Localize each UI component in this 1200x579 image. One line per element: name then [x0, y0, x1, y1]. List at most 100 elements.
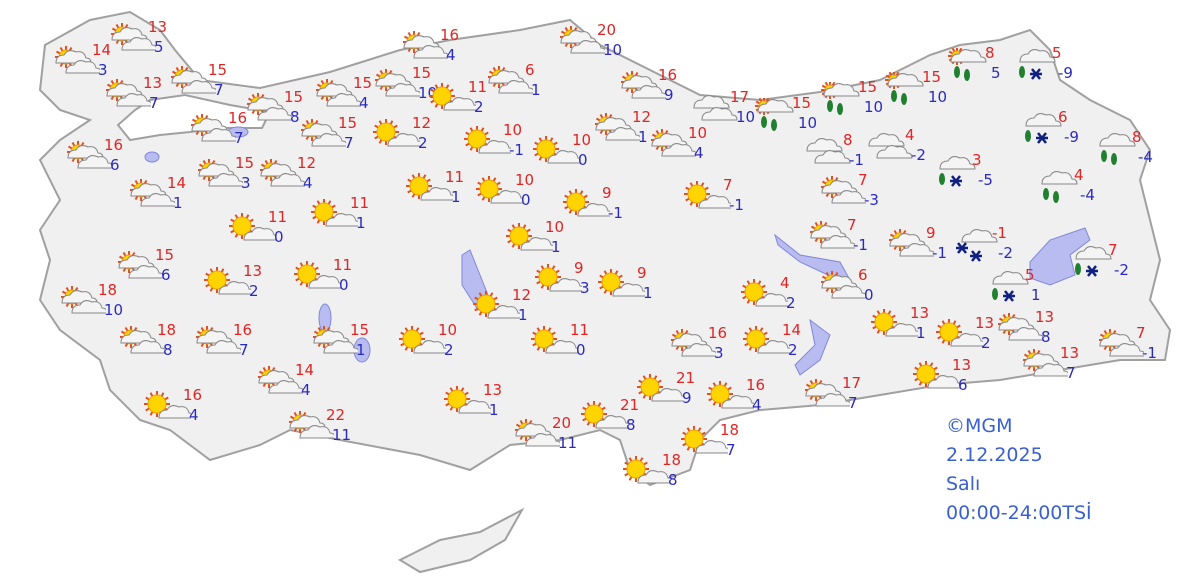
min-temp: 7 [214, 81, 224, 99]
min-temp: -4 [1138, 148, 1153, 166]
cloudy-icon [806, 138, 851, 164]
sunny-icon [743, 326, 790, 354]
station-marker: 18 7 [680, 421, 750, 469]
lake-van [1029, 227, 1091, 286]
partly-cloudy-icon [289, 411, 334, 439]
max-temp: 4 [1074, 166, 1084, 184]
max-temp: 15 [284, 88, 304, 106]
min-temp: 4 [301, 381, 311, 399]
max-temp: 16 [746, 376, 766, 394]
max-temp: 8 [985, 44, 995, 62]
max-temp: 10 [515, 171, 535, 189]
station-marker: 4 -4 [1034, 166, 1104, 214]
min-temp: 11 [332, 426, 352, 444]
rain-snow-icon [939, 156, 976, 187]
partly-cloudy-icon [196, 326, 241, 354]
rain-snow-icon [1019, 49, 1056, 80]
max-temp: 16 [658, 66, 678, 84]
min-temp: -1 [853, 236, 868, 254]
partly-cloudy-icon [55, 46, 100, 74]
sunny-icon [533, 136, 580, 164]
min-temp: 10 [104, 301, 124, 319]
station-marker: 13 7 [1020, 344, 1090, 392]
rain-icon [755, 98, 794, 131]
sunny-icon [144, 391, 191, 419]
weekday: Salı [946, 473, 981, 495]
max-temp: 14 [167, 174, 187, 192]
station-marker: 4 2 [740, 274, 810, 322]
min-temp: 1 [173, 194, 183, 212]
max-temp: 12 [297, 154, 317, 172]
max-temp: 13 [148, 18, 168, 36]
max-temp: 10 [572, 131, 592, 149]
sunny-icon [684, 181, 731, 209]
min-temp: 4 [189, 406, 199, 424]
lake-ulubat [144, 151, 160, 163]
station-marker: 4 -2 [865, 126, 935, 174]
max-temp: 14 [295, 361, 315, 379]
station-marker: 18 10 [58, 281, 128, 329]
partly-cloudy-icon [805, 379, 850, 407]
max-temp: 15 [922, 68, 942, 86]
station-marker: 15 1 [310, 321, 380, 369]
max-temp: 18 [157, 321, 177, 339]
min-temp: 0 [339, 276, 349, 294]
station-marker: 10 0 [475, 171, 545, 219]
station-marker: 8 -4 [1092, 128, 1162, 176]
min-temp: 4 [752, 396, 762, 414]
max-temp: 11 [468, 78, 488, 96]
max-temp: 10 [688, 124, 708, 142]
sunny-icon [506, 223, 553, 251]
min-temp: 11 [558, 434, 578, 452]
max-temp: 18 [662, 451, 682, 469]
sunny-icon [637, 374, 684, 402]
max-temp: 16 [233, 321, 253, 339]
sunny-icon [563, 189, 610, 217]
sunny-icon [936, 319, 983, 347]
min-temp: -9 [1064, 128, 1079, 146]
rain-icon [885, 72, 924, 105]
station-marker: 15 7 [168, 61, 238, 109]
station-marker: 7 -1 [1096, 324, 1166, 372]
min-temp: 10 [928, 88, 948, 106]
min-temp: 8 [668, 471, 678, 489]
station-marker: 14 2 [742, 321, 812, 369]
station-marker: 3 -5 [932, 151, 1002, 199]
station-marker: 21 8 [580, 396, 650, 444]
min-temp: 7 [149, 94, 159, 112]
station-marker: 15 4 [313, 74, 383, 122]
station-marker: 10 2 [398, 321, 468, 369]
max-temp: 16 [708, 324, 728, 342]
station-marker: 16 9 [618, 66, 688, 114]
station-marker: 6 0 [818, 266, 888, 314]
min-temp: 7 [344, 134, 354, 152]
min-temp: 0 [576, 341, 586, 359]
max-temp: 15 [858, 78, 878, 96]
max-temp: 11 [350, 194, 370, 212]
station-marker: 13 2 [935, 314, 1005, 362]
max-temp: 20 [597, 21, 617, 39]
min-temp: 2 [474, 98, 484, 116]
max-temp: 11 [268, 208, 288, 226]
station-marker: 6 -9 [1018, 108, 1088, 156]
max-temp: 21 [620, 396, 640, 414]
station-marker: 10 0 [532, 131, 602, 179]
max-temp: 17 [730, 88, 750, 106]
min-temp: 4 [446, 46, 456, 64]
station-marker: 11 2 [428, 78, 498, 126]
min-temp: 3 [580, 279, 590, 297]
station-marker: 16 4 [400, 26, 470, 74]
max-temp: -1 [992, 224, 1007, 242]
min-temp: 2 [418, 134, 428, 152]
station-marker: 13 5 [108, 18, 178, 66]
min-temp: 4 [359, 94, 369, 112]
sunny-icon [429, 83, 476, 111]
max-temp: 20 [552, 414, 572, 432]
station-marker: 15 8 [244, 88, 314, 136]
partly-cloudy-icon [258, 366, 303, 394]
sunny-icon [464, 126, 511, 154]
max-temp: 5 [1025, 266, 1035, 284]
min-temp: 7 [848, 394, 858, 412]
max-temp: 7 [858, 171, 868, 189]
max-temp: 13 [483, 381, 503, 399]
